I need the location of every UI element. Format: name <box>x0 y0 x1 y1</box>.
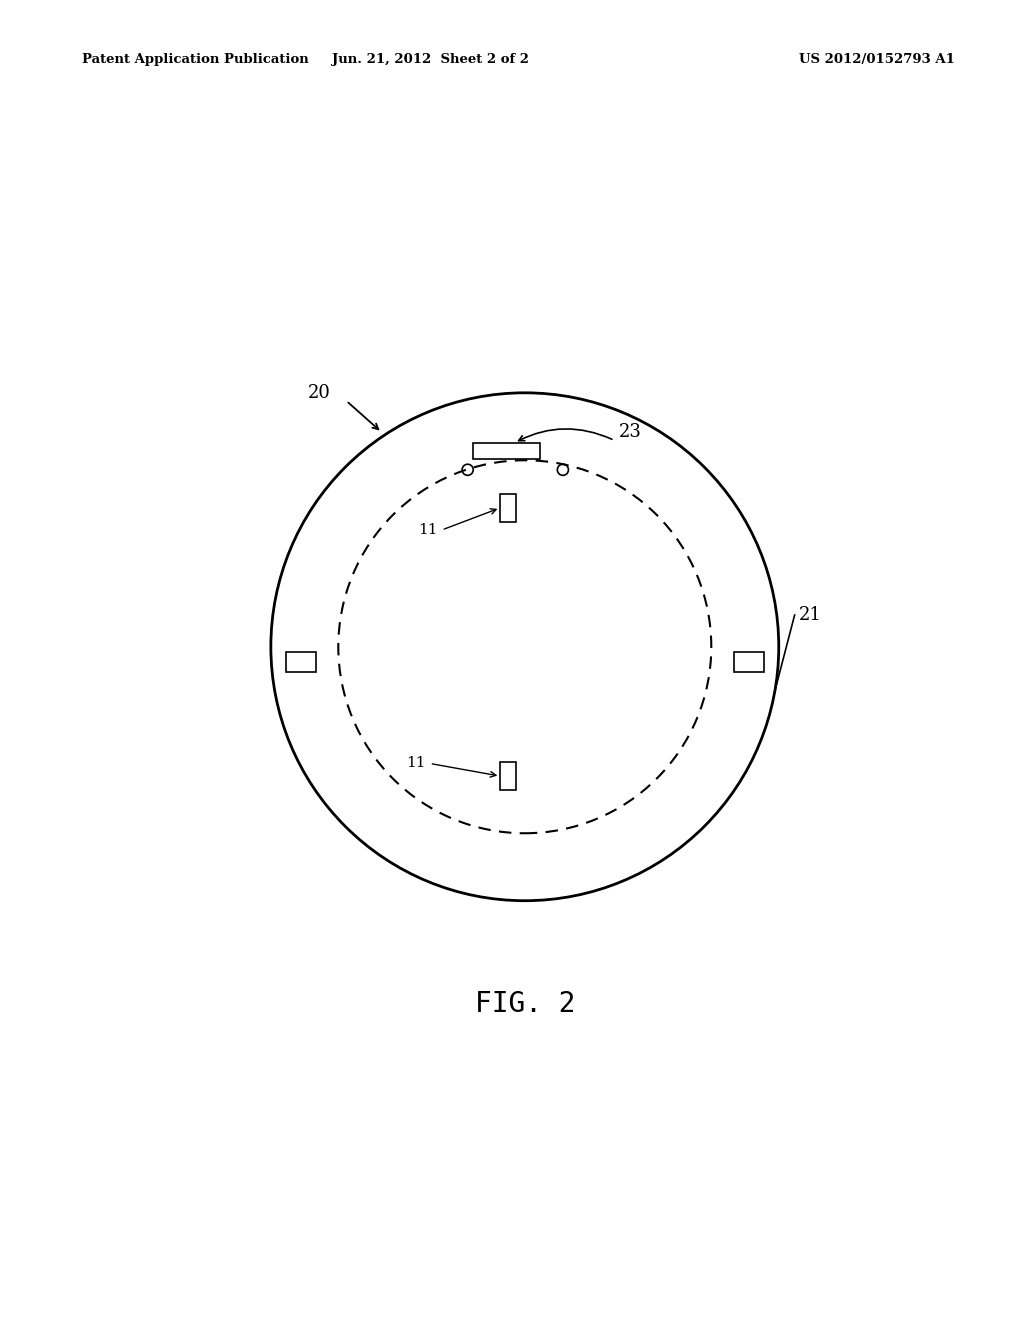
Bar <box>500 762 516 791</box>
Text: US 2012/0152793 A1: US 2012/0152793 A1 <box>799 53 954 66</box>
Text: 11: 11 <box>418 523 437 537</box>
Bar <box>286 652 316 672</box>
Text: 23: 23 <box>618 424 641 441</box>
Text: FIG. 2: FIG. 2 <box>474 990 575 1018</box>
Text: 21: 21 <box>799 606 821 624</box>
Text: Jun. 21, 2012  Sheet 2 of 2: Jun. 21, 2012 Sheet 2 of 2 <box>332 53 528 66</box>
Bar <box>500 494 516 523</box>
Bar <box>473 442 541 458</box>
Text: 11: 11 <box>407 756 426 771</box>
Text: Patent Application Publication: Patent Application Publication <box>82 53 308 66</box>
Bar <box>733 652 764 672</box>
Text: 20: 20 <box>307 384 331 401</box>
